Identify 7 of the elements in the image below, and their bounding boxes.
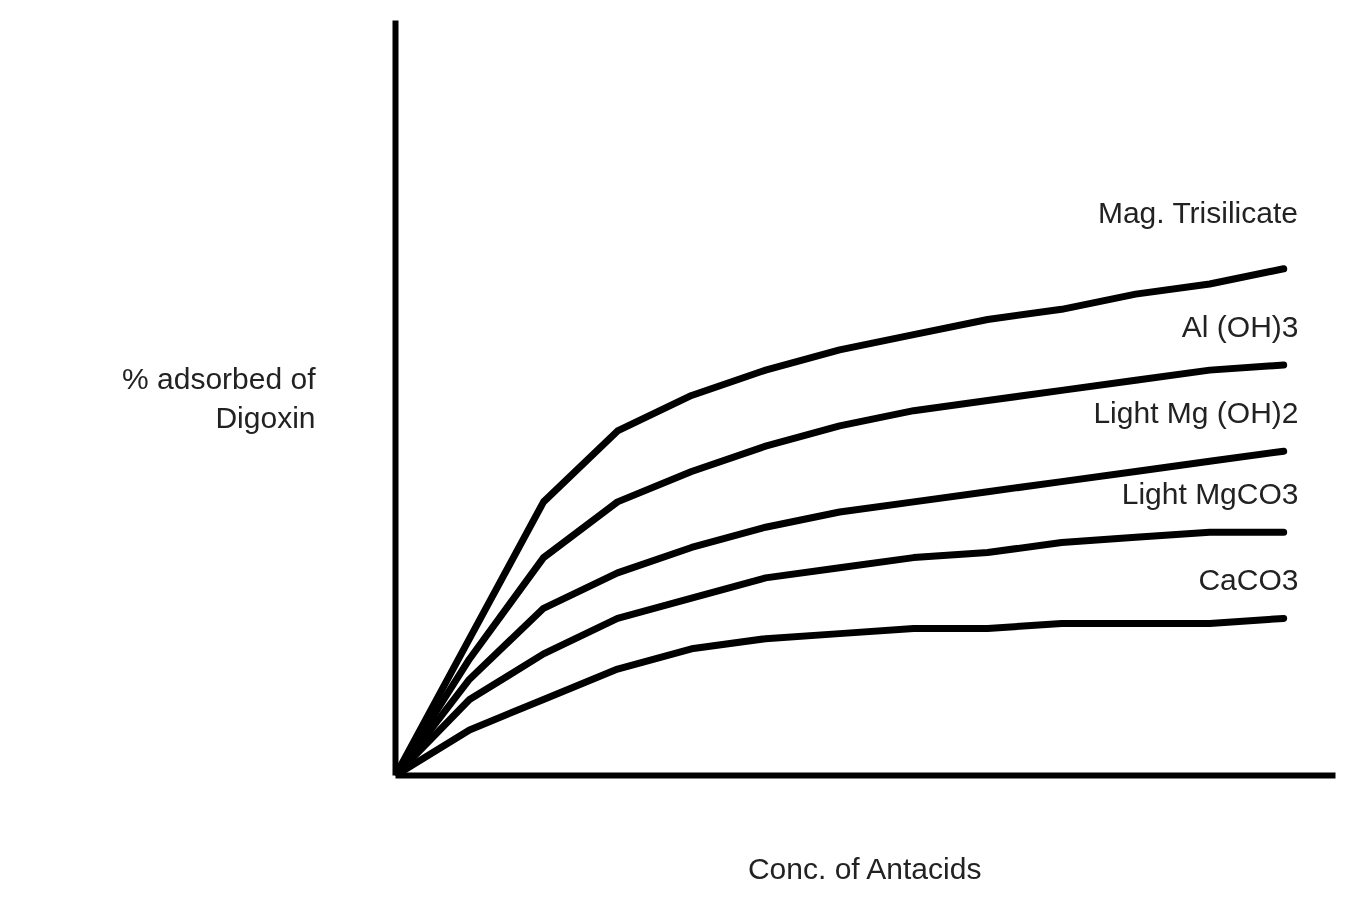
series-label: Light MgCO3 xyxy=(1121,477,1299,511)
series-label: Light Mg (OH)2 xyxy=(1093,396,1299,430)
series-label: CaCO3 xyxy=(1198,563,1299,597)
series-label: Al (OH)3 xyxy=(1181,310,1299,344)
x-axis-title: Conc. of Antacids xyxy=(747,851,982,885)
series-label: Mag. Trisilicate xyxy=(1097,195,1298,229)
y-axis-title: % adsorbed of Digoxin xyxy=(122,361,317,435)
